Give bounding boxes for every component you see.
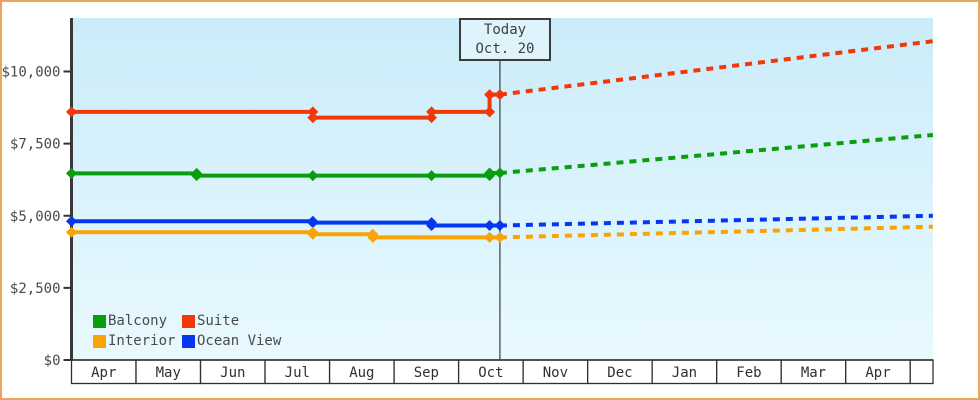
chart-legend: Balcony Suite Interior Ocean View: [93, 311, 281, 351]
month-label: Jul: [285, 365, 310, 381]
y-axis: $0 $2,500 $5,000 $7,500 $10,000: [2, 65, 71, 369]
data-point-marker: [66, 226, 77, 238]
data-point-marker: [426, 220, 438, 232]
month-label: Oct: [478, 365, 503, 381]
data-point-marker: [367, 231, 379, 243]
y-tick-label: $10,000: [2, 65, 61, 81]
x-axis-months: Apr May Jun Jul Aug Sep Oct Nov Dec Jan Feb Mar Apr: [70, 359, 934, 385]
data-point-marker: [307, 170, 319, 182]
interior-color-swatch: [93, 334, 106, 348]
data-point-marker: [66, 167, 77, 179]
y-tick-label: $0: [44, 353, 61, 369]
balcony-color-swatch: [93, 314, 106, 328]
legend-item-suite: Suite: [182, 313, 239, 329]
series-ocean-view: [66, 213, 933, 232]
month-label: Apr: [865, 365, 890, 381]
y-tick-label: $2,500: [10, 281, 61, 297]
today-date: Oct. 20: [475, 41, 535, 57]
month-cell-partial: [909, 359, 934, 385]
data-point-marker: [494, 89, 506, 101]
data-point-marker: [307, 217, 319, 229]
month-label: Nov: [543, 365, 568, 381]
data-point-marker: [307, 112, 319, 124]
data-point-marker: [426, 170, 438, 182]
data-point-marker: [494, 231, 506, 243]
data-point-marker: [484, 167, 496, 179]
data-point-marker: [484, 220, 496, 232]
month-label: Jan: [672, 365, 697, 381]
data-point-marker: [494, 220, 506, 232]
ocean-view-color-swatch: [182, 334, 195, 348]
data-point-marker: [484, 106, 496, 118]
legend-item-interior: Interior: [93, 333, 182, 349]
series-suite: [66, 39, 934, 124]
month-label: Feb: [736, 365, 761, 381]
legend-label: Ocean View: [197, 333, 282, 349]
month-label: Mar: [801, 365, 826, 381]
plot-area: [71, 18, 933, 360]
legend-label: Suite: [197, 313, 240, 329]
legend-item-ocean-view: Ocean View: [182, 333, 281, 349]
suite-color-swatch: [182, 314, 195, 328]
data-point-marker: [484, 231, 496, 243]
legend-label: Balcony: [108, 313, 168, 329]
data-point-marker: [307, 106, 319, 118]
y-tick-label: $7,500: [10, 137, 61, 153]
month-label: Apr: [91, 365, 116, 381]
data-point-marker: [191, 170, 203, 182]
data-point-marker: [66, 215, 77, 227]
data-point-marker: [494, 167, 506, 179]
data-point-marker: [426, 106, 438, 118]
data-point-marker: [484, 89, 496, 101]
today-annotation: Today Oct. 20: [459, 18, 551, 61]
data-point-marker: [307, 228, 319, 240]
legend-label: Interior: [108, 333, 176, 349]
month-label: Jun: [220, 365, 245, 381]
data-point-marker: [426, 112, 438, 124]
month-label: May: [156, 365, 181, 381]
legend-item-balcony: Balcony: [93, 313, 182, 329]
month-label: Dec: [607, 365, 632, 381]
series-balcony: [66, 132, 934, 182]
series-interior: [66, 224, 933, 243]
month-label: Sep: [414, 365, 439, 381]
month-label: Aug: [349, 365, 374, 381]
today-label: Today: [483, 22, 527, 38]
data-point-marker: [66, 106, 77, 118]
y-tick-label: $5,000: [10, 209, 61, 225]
